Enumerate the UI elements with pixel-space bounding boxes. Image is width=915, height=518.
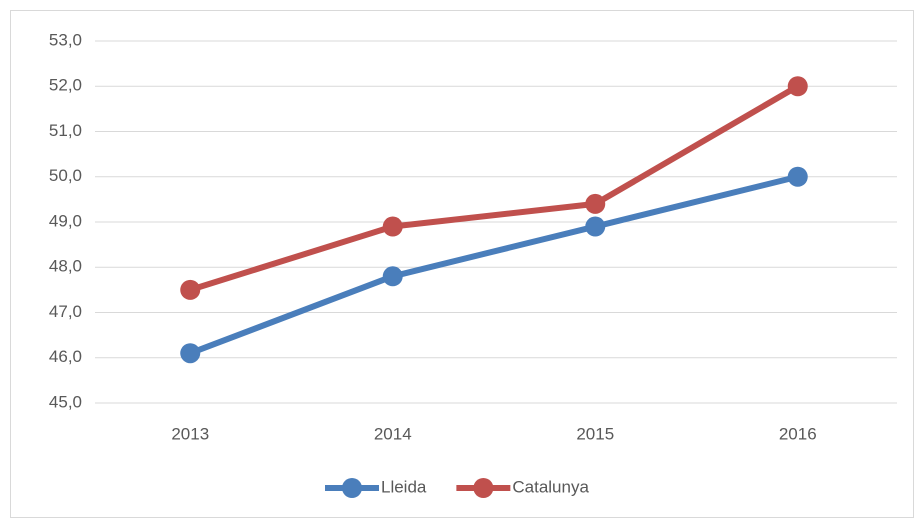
y-tick-label: 49,0 — [49, 211, 82, 230]
x-tick-label: 2015 — [576, 424, 614, 443]
legend-label: Lleida — [381, 477, 427, 496]
legend-marker — [342, 478, 362, 498]
data-point — [180, 279, 201, 300]
legend-marker — [473, 478, 494, 498]
legend-label: Catalunya — [512, 477, 589, 496]
data-point — [382, 216, 403, 237]
data-point — [180, 343, 201, 364]
y-tick-label: 48,0 — [49, 257, 82, 276]
y-tick-label: 46,0 — [49, 347, 82, 366]
data-point — [382, 266, 403, 287]
series-line — [189, 173, 799, 357]
series-line — [189, 83, 800, 293]
y-tick-label: 45,0 — [49, 392, 82, 411]
y-tick-label: 47,0 — [49, 302, 82, 321]
data-point — [787, 166, 808, 187]
data-point — [787, 76, 808, 97]
data-point — [585, 216, 606, 237]
y-tick-label: 50,0 — [49, 166, 82, 185]
x-tick-label: 2016 — [779, 424, 817, 443]
y-tick-label: 51,0 — [49, 121, 82, 140]
x-tick-label: 2013 — [171, 424, 209, 443]
y-tick-label: 52,0 — [49, 76, 82, 95]
data-point — [585, 193, 606, 214]
chart-border — [10, 10, 914, 518]
x-tick-label: 2014 — [374, 424, 412, 443]
y-tick-label: 53,0 — [49, 30, 82, 49]
